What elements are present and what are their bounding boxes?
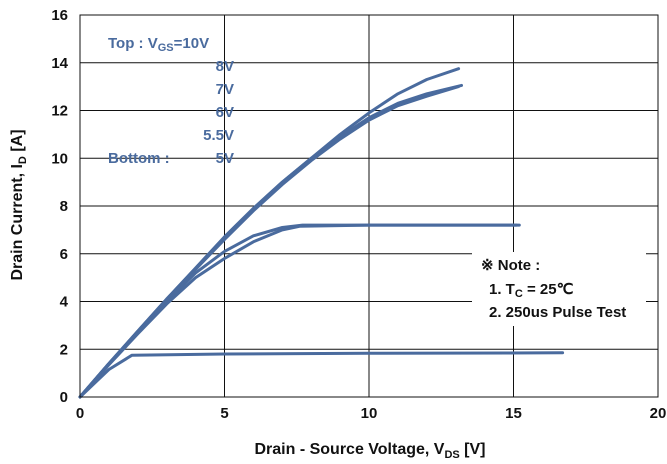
legend-bottom-label: Bottom :: [108, 150, 170, 167]
y-tick-label: 14: [51, 55, 68, 72]
x-tick-label: 5: [220, 405, 228, 422]
series-line-vgs-7v: [78, 85, 461, 399]
y-tick-label: 0: [60, 389, 68, 406]
legend-top-label: Top : VGS=10V: [108, 35, 209, 54]
y-tick-label: 16: [51, 7, 68, 24]
x-tick-label: 10: [361, 405, 378, 422]
note-line-2: 2. 250us Pulse Test: [489, 304, 626, 321]
grid-lines: [80, 15, 658, 397]
legend-entry-7v: 7V: [216, 81, 234, 98]
note-title: ※ Note :: [481, 257, 540, 274]
series-line-vgs-5-5v: [78, 223, 518, 399]
y-tick-label: 8: [60, 198, 68, 215]
series-line-vgs-10v: [78, 67, 461, 399]
y-tick-labels: 0 2 4 6 8 10 12 14 16: [51, 7, 68, 406]
legend-entry-5-5v: 5.5V: [203, 127, 234, 144]
note-line-1: 1. TC = 25℃: [489, 281, 574, 300]
x-tick-label: 0: [76, 405, 84, 422]
y-tick-label: 10: [51, 150, 68, 167]
y-tick-label: 4: [60, 294, 69, 311]
series-layer: [78, 67, 565, 399]
series-line-vgs-6v: [78, 223, 521, 399]
series-line-vgs-8v: [78, 83, 463, 399]
x-axis-title: Drain - Source Voltage, VDS [V]: [254, 441, 485, 461]
note-background: [472, 252, 646, 326]
y-tick-label: 6: [60, 246, 68, 263]
plot-frame: [79, 14, 659, 398]
y-tick-label: 2: [60, 341, 68, 358]
x-tick-label: 20: [650, 405, 667, 422]
y-tick-label: 12: [51, 103, 68, 120]
x-tick-labels: 0 5 10 15 20: [76, 405, 667, 422]
y-axis-title: Drain Current, ID [A]: [9, 129, 29, 280]
legend: Top : VGS=10V 8V 7V 6V 5.5V Bottom : 5V: [108, 35, 234, 167]
series-line-vgs-5v: [78, 351, 565, 399]
note-box: ※ Note : 1. TC = 25℃ 2. 250us Pulse Test: [472, 252, 646, 326]
x-tick-label: 15: [505, 405, 522, 422]
legend-bottom-value: 5V: [216, 150, 234, 167]
legend-entry-6v: 6V: [216, 104, 234, 121]
legend-entry-8v: 8V: [216, 58, 234, 75]
